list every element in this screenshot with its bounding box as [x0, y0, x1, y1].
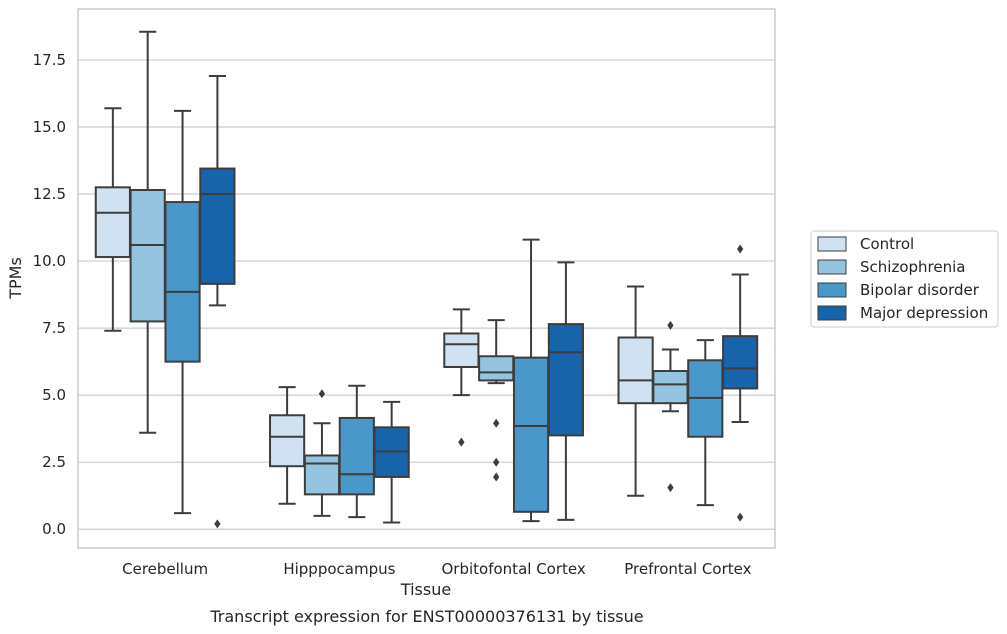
- y-tick-label: 17.5: [33, 51, 66, 69]
- iqr-box: [303, 454, 341, 496]
- y-axis-title: TPMs: [6, 257, 25, 300]
- iqr-box: [443, 332, 480, 368]
- outlier-point: [458, 437, 465, 447]
- box-0-1: [269, 386, 306, 505]
- legend-label: Schizophrenia: [860, 258, 965, 276]
- x-tick-label: Orbitofontal Cortex: [442, 560, 586, 578]
- iqr-box: [652, 370, 689, 405]
- y-tick-label: 0.0: [42, 520, 66, 538]
- outlier-point: [214, 519, 221, 529]
- iqr-box: [338, 416, 375, 496]
- legend-frame: [810, 230, 999, 328]
- legend-swatch: [817, 236, 847, 252]
- y-tick-labels: 0.0 2.5 5.0 7.5 10.0 12.5 15.0 17.5: [33, 51, 66, 538]
- outlier-point: [737, 244, 744, 254]
- legend-swatch: [817, 259, 847, 275]
- x-tick-label: Prefrontal Cortex: [624, 560, 751, 578]
- outlier-point: [493, 418, 500, 428]
- outlier-point: [667, 320, 674, 330]
- iqr-box: [547, 323, 584, 437]
- y-tick-label: 2.5: [42, 453, 66, 471]
- legend-label: Bipolar disorder: [860, 281, 980, 299]
- outlier-point: [667, 483, 674, 493]
- iqr-box: [478, 355, 515, 382]
- box-2-0: [164, 109, 201, 515]
- box-3-0: [199, 75, 236, 529]
- chart-caption: Transcript expression for ENST0000037613…: [209, 607, 643, 626]
- iqr-box: [129, 189, 166, 323]
- x-tick-label: Hipppocampus: [283, 560, 395, 578]
- outlier-point: [318, 389, 326, 399]
- iqr-box: [164, 201, 201, 363]
- box-2-2: [512, 238, 550, 523]
- box-0-0: [94, 107, 131, 332]
- iqr-box: [617, 336, 654, 405]
- y-tick-label: 15.0: [33, 118, 66, 136]
- y-tick-label: 12.5: [33, 185, 66, 203]
- legend: Control Schizophrenia Bipolar disorder Majo…: [810, 230, 999, 328]
- box-2-3: [687, 339, 724, 507]
- legend-label: Major depression: [860, 304, 988, 322]
- outlier-point: [737, 512, 744, 522]
- x-axis-title: Tissue: [400, 580, 451, 599]
- box-3-1: [373, 400, 410, 524]
- box-1-0: [129, 30, 166, 434]
- legend-label: Control: [860, 235, 914, 253]
- iqr-box: [94, 186, 131, 259]
- outlier-point: [493, 457, 500, 467]
- x-tick-labels: Cerebellum Hipppocampus Orbitofontal Corte…: [122, 560, 751, 578]
- outlier-point: [493, 472, 500, 482]
- box-1-2: [478, 319, 515, 482]
- y-tick-label: 7.5: [42, 319, 66, 337]
- box-3-3: [722, 244, 759, 522]
- iqr-box: [512, 356, 550, 513]
- boxes: [94, 30, 759, 529]
- box-3-2: [547, 261, 584, 521]
- legend-swatch: [817, 282, 847, 298]
- iqr-box: [199, 167, 236, 285]
- iqr-box: [269, 414, 306, 468]
- y-tick-label: 5.0: [42, 386, 66, 404]
- box-0-2: [443, 308, 480, 447]
- legend-swatch: [817, 305, 847, 321]
- y-tick-label: 10.0: [33, 252, 66, 270]
- box-2-1: [338, 384, 375, 519]
- x-tick-label: Cerebellum: [122, 560, 208, 578]
- iqr-box: [722, 335, 759, 390]
